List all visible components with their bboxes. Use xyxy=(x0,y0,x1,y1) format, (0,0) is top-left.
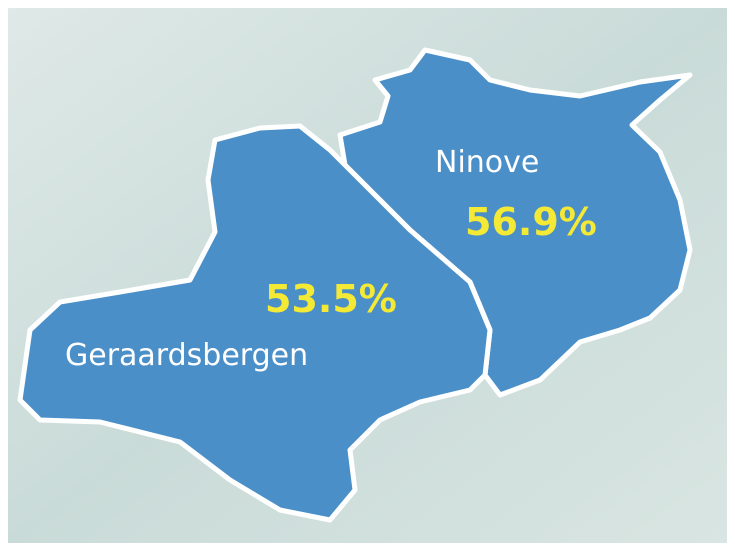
region-name: Ninove xyxy=(435,145,539,180)
region-name: Geraardsbergen xyxy=(65,338,308,373)
region-ninove xyxy=(337,47,693,398)
region-geraardsbergen xyxy=(17,123,493,523)
region-value: 53.5% xyxy=(265,277,397,321)
region-value: 56.9% xyxy=(465,200,597,244)
